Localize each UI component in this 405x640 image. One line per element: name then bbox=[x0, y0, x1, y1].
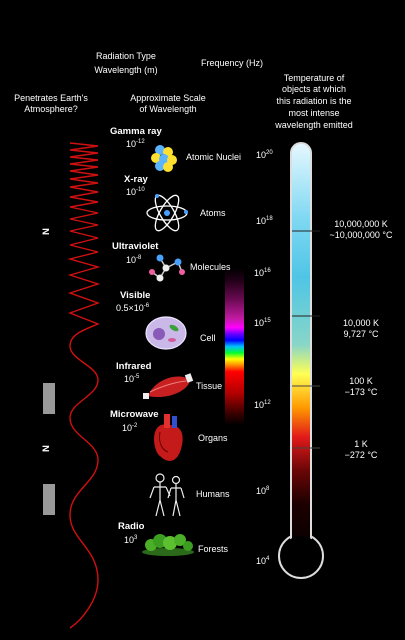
header-temp-line4: most intense bbox=[288, 108, 340, 118]
header-penetrates-line2: Atmosphere? bbox=[24, 104, 78, 114]
scale-label-tissue: Tissue bbox=[196, 381, 223, 391]
frequency-label-18: 1018 bbox=[256, 216, 273, 226]
temperature-kelvin-3: 100 K bbox=[349, 376, 373, 386]
scale-label-molecules: Molecules bbox=[190, 262, 231, 272]
thermometer-icon bbox=[278, 142, 324, 579]
temperature-celsius-2: 9,727 °C bbox=[343, 329, 379, 339]
wave-line bbox=[67, 142, 101, 629]
temperature-kelvin-4: 1 K bbox=[354, 439, 368, 449]
temperature-kelvin-1: 10,000,000 K bbox=[334, 219, 388, 229]
frequency-label-20: 1020 bbox=[256, 150, 273, 160]
header-penetrates-line1: Penetrates Earth's bbox=[14, 93, 88, 103]
band-wavelength-visible: 0.5×10-6 bbox=[116, 303, 150, 313]
frequency-label-16: 1016 bbox=[254, 268, 271, 278]
atmosphere-label-n-1: N bbox=[40, 228, 52, 235]
header-temp-line1: Temperature of bbox=[283, 73, 345, 83]
atmosphere-opaque-bar-2 bbox=[43, 484, 55, 515]
frequency-label-15: 1015 bbox=[254, 318, 271, 328]
header-temp-line3: this radiation is the bbox=[276, 96, 352, 106]
band-wavelength-infrared: 10-5 bbox=[124, 374, 140, 384]
temperature-celsius-4: −272 °C bbox=[344, 450, 378, 460]
atmosphere-opaque-bar-1 bbox=[43, 383, 55, 414]
scale-label-forests: Forests bbox=[198, 544, 229, 554]
header-wavelength: Wavelength (m) bbox=[94, 65, 158, 75]
cell-icon bbox=[145, 316, 187, 350]
band-wavelength-ultraviolet: 10-8 bbox=[126, 255, 142, 265]
header-scale-line2: of Wavelength bbox=[139, 104, 197, 114]
band-name-ultraviolet: Ultraviolet bbox=[112, 241, 159, 252]
spectrum-bar bbox=[225, 268, 244, 425]
band-wavelength-gamma: 10-12 bbox=[126, 139, 145, 149]
atmosphere-label-n-2: N bbox=[40, 445, 52, 452]
frequency-label-8: 108 bbox=[256, 486, 270, 496]
frequency-label-4: 104 bbox=[256, 556, 270, 566]
heart-organ-icon bbox=[154, 414, 183, 461]
scale-label-cell: Cell bbox=[200, 333, 216, 343]
band-wavelength-microwave: 10-2 bbox=[122, 423, 138, 433]
temperature-celsius-1: ~10,000,000 °C bbox=[329, 230, 393, 240]
temperature-kelvin-2: 10,000 K bbox=[342, 318, 380, 328]
molecule-icon bbox=[149, 254, 185, 282]
forest-icon bbox=[142, 534, 194, 556]
temperature-celsius-3: −173 °C bbox=[344, 387, 378, 397]
header-temp-line2: objects at which bbox=[281, 84, 347, 94]
humans-icon bbox=[149, 473, 185, 517]
scale-label-humans: Humans bbox=[196, 489, 230, 499]
scale-label-atomic-nuclei: Atomic Nuclei bbox=[186, 152, 242, 162]
header-temp-line5: wavelength emitted bbox=[275, 120, 353, 130]
atomic-nucleus-icon bbox=[151, 145, 177, 172]
band-wavelength-radio: 103 bbox=[124, 535, 138, 545]
band-wavelength-xray: 10-10 bbox=[126, 187, 145, 197]
header-radiation-type: Radiation Type bbox=[96, 51, 156, 61]
band-name-xray: X-ray bbox=[124, 174, 148, 185]
band-name-radio: Radio bbox=[118, 521, 145, 532]
band-name-infrared: Infrared bbox=[116, 361, 152, 372]
band-name-visible: Visible bbox=[120, 290, 151, 301]
band-name-gamma: Gamma ray bbox=[110, 126, 162, 137]
scale-label-organs: Organs bbox=[198, 433, 228, 443]
frequency-label-12: 1012 bbox=[254, 400, 271, 410]
band-name-microwave: Microwave bbox=[110, 409, 159, 420]
header-frequency: Frequency (Hz) bbox=[200, 58, 263, 68]
scale-label-atoms: Atoms bbox=[200, 208, 226, 218]
atom-icon bbox=[146, 194, 188, 232]
header-scale-line1: Approximate Scale bbox=[130, 93, 206, 103]
muscle-tissue-icon bbox=[143, 373, 194, 399]
